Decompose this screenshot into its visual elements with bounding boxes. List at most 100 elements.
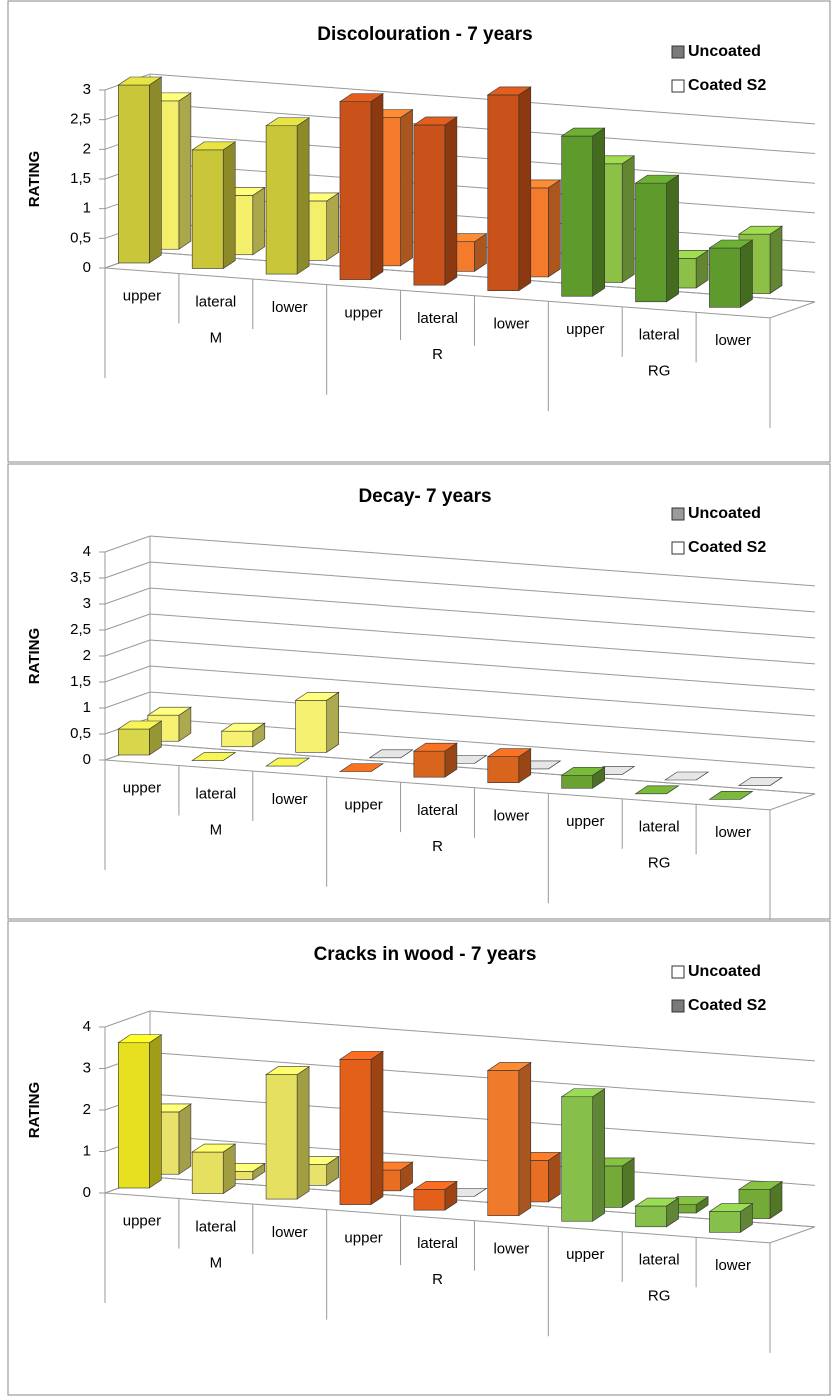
grid-line (104, 613, 151, 631)
y-tick-label: 2,5 (70, 621, 91, 638)
x-tick-label: lateral (639, 1252, 680, 1269)
bar (664, 771, 710, 781)
bar (265, 117, 311, 275)
x-tick-label: lower (493, 315, 529, 332)
x-tick-label: upper (344, 1229, 382, 1246)
y-tick-label: 3 (83, 81, 91, 98)
x-tick-label: lower (272, 1224, 308, 1241)
x-tick-label: upper (344, 304, 382, 321)
y-tick-label: 0 (83, 259, 91, 276)
group-label: RG (648, 1288, 671, 1305)
bar-side (149, 1034, 162, 1189)
group-label: M (210, 329, 223, 346)
x-tick-label: upper (344, 796, 382, 813)
bar (708, 1203, 754, 1233)
bar (191, 141, 237, 270)
legend-swatch (671, 999, 685, 1013)
bar-front (487, 756, 520, 784)
bar (634, 174, 680, 303)
panel-border (7, 0, 831, 463)
grid-line (149, 613, 816, 665)
panel-border (7, 463, 831, 920)
bar-front (265, 125, 298, 275)
bar-top (737, 1181, 783, 1190)
x-tick-label: upper (123, 1213, 161, 1230)
bar-top (117, 720, 163, 730)
bar-side (252, 186, 266, 256)
legend-label: Coated S2 (688, 77, 766, 94)
x-tick-label: lower (715, 824, 751, 841)
bar-front (191, 149, 224, 269)
bar-top (338, 1051, 384, 1060)
bar-side (178, 92, 192, 250)
bar (560, 127, 606, 297)
grid-line (104, 639, 151, 657)
y-tick-label: 3 (83, 595, 91, 612)
legend-swatch (671, 541, 685, 555)
y-tick-label: 4 (83, 543, 91, 560)
y-tick-label: 1,5 (70, 673, 91, 690)
bar-front (118, 84, 150, 264)
bar-top (486, 86, 532, 96)
x-tick-label: lateral (195, 785, 236, 802)
grid-line (149, 132, 816, 184)
y-tick-label: 1 (83, 200, 91, 217)
y-axis-label: RATING (26, 628, 43, 684)
bar-top (368, 749, 414, 759)
grid-line (104, 535, 151, 553)
bar-top (117, 76, 163, 86)
legend-swatch (671, 965, 685, 979)
bar-front (635, 1205, 667, 1228)
bar (560, 766, 606, 789)
bar-top (664, 771, 710, 781)
grid-line (104, 691, 151, 709)
bar (146, 706, 192, 742)
bar-front (413, 1189, 446, 1211)
x-tick-label: lower (272, 791, 308, 808)
bar-top (560, 1088, 606, 1098)
bar (412, 742, 458, 778)
bar-side (666, 174, 679, 303)
bar-top (708, 239, 754, 249)
bar-top (338, 93, 384, 102)
bar-side (222, 141, 236, 270)
group-label: RG (648, 363, 671, 380)
bar-side (518, 1061, 532, 1217)
grid-line (149, 162, 816, 214)
x-tick-label: lower (715, 332, 751, 349)
legend-swatch (671, 45, 685, 59)
bar-top (412, 116, 458, 126)
bar (737, 777, 783, 786)
bar-front (339, 1059, 372, 1205)
bar-front (635, 182, 667, 303)
x-tick-label: upper (123, 780, 161, 797)
bar-side (149, 76, 162, 264)
bar (117, 76, 163, 264)
x-tick-label: lateral (639, 327, 680, 344)
y-tick-label: 1,5 (70, 170, 91, 187)
bar-front (413, 750, 446, 778)
bar-top (634, 1197, 680, 1207)
bar-front (709, 247, 741, 308)
chart-title: Decay- 7 years (358, 486, 491, 507)
x-tick-label: upper (123, 288, 161, 305)
bar-top (265, 757, 311, 767)
bar-front (118, 728, 150, 756)
bar (265, 757, 311, 767)
group-label: RG (648, 855, 671, 872)
bar-front (487, 1070, 520, 1217)
legend-label: Coated S2 (688, 539, 766, 556)
bar-top (634, 785, 680, 795)
bar-front (295, 699, 327, 753)
bar-front (339, 101, 372, 280)
bar-side (740, 239, 753, 308)
bar-front (709, 1211, 741, 1233)
bar-top (412, 742, 458, 752)
group-label: R (432, 1271, 443, 1288)
bar (486, 1061, 532, 1217)
bar (338, 93, 384, 281)
x-tick-label: upper (566, 813, 604, 830)
x-tick-label: lateral (417, 310, 458, 327)
bar-side (222, 1143, 236, 1195)
group-label: M (210, 1254, 223, 1271)
